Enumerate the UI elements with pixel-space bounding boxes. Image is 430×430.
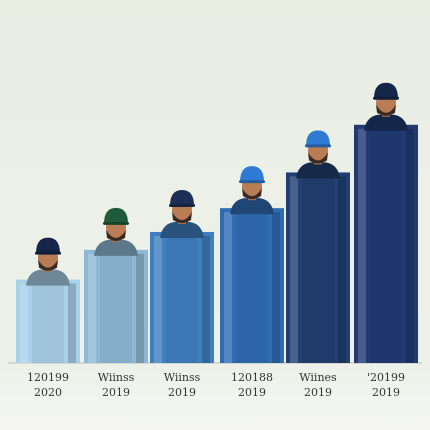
x-tick-label: Wiinss: [164, 371, 201, 384]
beard-shape: [172, 211, 192, 223]
player-figure: [230, 166, 274, 215]
x-tick-label: 2019: [304, 386, 332, 399]
beard-shape: [38, 259, 58, 271]
x-tick-label: '20199: [367, 371, 405, 384]
bar-highlight: [88, 253, 96, 363]
x-tick-label: 120199: [27, 371, 69, 384]
bar-column: [166, 237, 198, 363]
bar-column: [236, 214, 268, 363]
bar-6: [354, 82, 418, 364]
bar-column: [370, 130, 402, 363]
bar-column: [302, 178, 334, 363]
x-tick-label: Wiines: [299, 371, 337, 384]
jersey-shape: [364, 114, 408, 131]
cap-icon: [36, 237, 60, 254]
cap-icon: [374, 82, 398, 99]
player-figure: [160, 189, 204, 238]
cap-brim: [103, 221, 129, 225]
cap-icon: [306, 130, 330, 147]
beard-shape: [376, 104, 396, 116]
beard-shape: [242, 188, 262, 200]
x-tick-label: 120188: [231, 371, 273, 384]
cap-icon: [170, 189, 194, 206]
beard-shape: [106, 229, 126, 241]
bar-column: [32, 285, 64, 363]
bar-shadow: [406, 128, 414, 363]
jersey-shape: [296, 162, 340, 179]
bar-shadow: [136, 253, 144, 363]
cap-brim: [169, 203, 195, 207]
cap-brim: [239, 180, 265, 184]
jersey-shape: [94, 239, 138, 256]
x-tick-label: 2019: [238, 386, 266, 399]
bar-highlight: [20, 283, 28, 363]
bar-1: [16, 237, 80, 363]
jersey-shape: [230, 198, 274, 215]
bar-5: [286, 130, 350, 363]
x-tick-label: 2019: [372, 386, 400, 399]
bar-2: [84, 207, 148, 363]
bar-highlight: [224, 212, 232, 363]
cap-brim: [305, 144, 331, 148]
bar-shadow: [338, 176, 346, 363]
bar-highlight: [290, 176, 298, 363]
player-figure: [26, 237, 70, 286]
bars-group: [16, 82, 418, 364]
beard-shape: [308, 152, 328, 164]
cap-icon: [240, 166, 264, 183]
bar-highlight: [154, 235, 162, 363]
player-figure: [364, 82, 408, 131]
x-tick-label: 2019: [102, 386, 130, 399]
bar-3: [150, 189, 214, 363]
tick-labels-group: 120199 2020 Wiinss 2019 Wiinss 2019 120188 2019…: [27, 371, 405, 399]
bar-column: [100, 255, 132, 363]
cap-icon: [104, 207, 128, 224]
jersey-shape: [160, 221, 204, 238]
x-tick-label: 2020: [34, 386, 62, 399]
bar-highlight: [358, 128, 366, 363]
player-figure: [94, 207, 138, 256]
bar-shadow: [68, 283, 76, 363]
jersey-shape: [26, 269, 70, 286]
cap-brim: [35, 251, 61, 255]
player-figure: [296, 130, 340, 179]
x-tick-label: 2019: [168, 386, 196, 399]
cap-brim: [373, 96, 399, 100]
bar-4: [220, 166, 284, 363]
bar-shadow: [202, 235, 210, 363]
x-tick-label: Wiinss: [98, 371, 135, 384]
bar-shadow: [272, 212, 280, 363]
